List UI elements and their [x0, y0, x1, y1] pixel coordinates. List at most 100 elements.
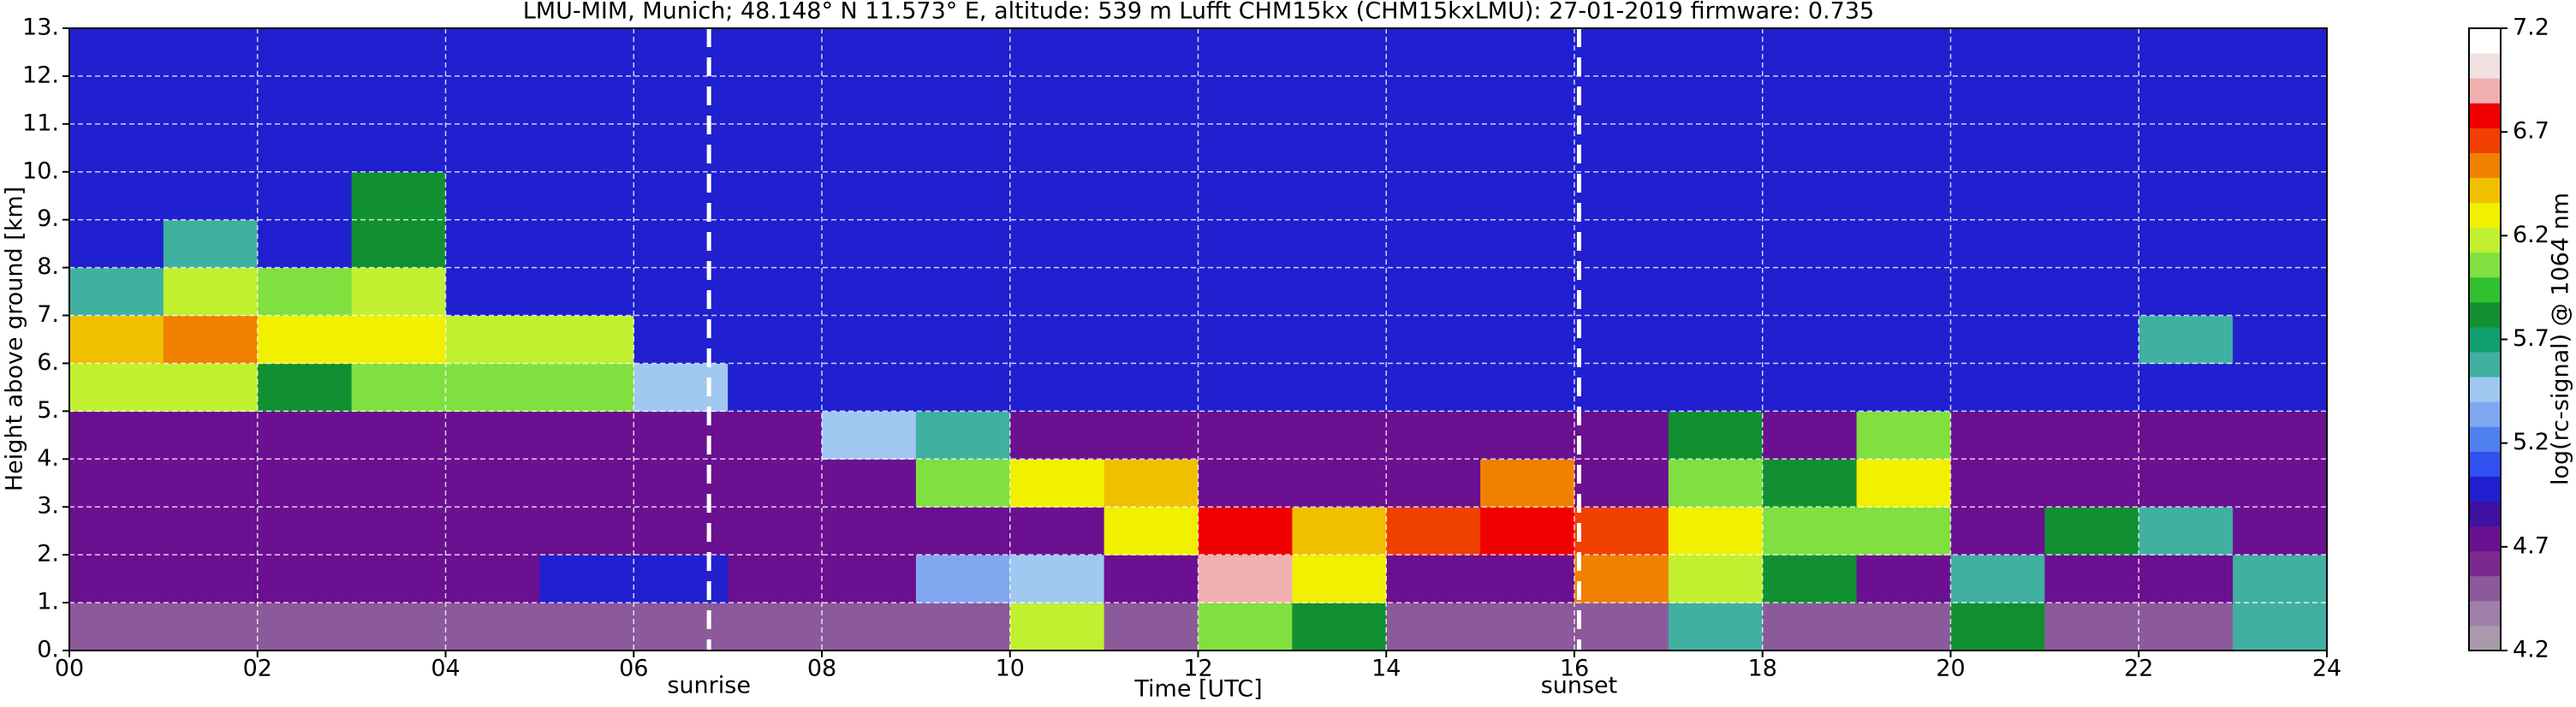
- heatmap-cell: [163, 555, 259, 603]
- heatmap-cell: [728, 28, 823, 77]
- heatmap-cell: [1198, 555, 1293, 603]
- heatmap-cell: [1574, 219, 1669, 269]
- heatmap-cell: [1198, 459, 1293, 508]
- heatmap-cell: [1104, 219, 1199, 269]
- heatmap-cell: [1480, 219, 1575, 269]
- colorbar-segment: [2469, 526, 2501, 552]
- heatmap-cell: [163, 507, 259, 556]
- heatmap-cell: [2044, 459, 2139, 508]
- y-tick-label: 9.: [37, 205, 59, 232]
- heatmap-cell: [351, 123, 446, 173]
- heatmap-cell: [915, 603, 1011, 651]
- y-tick-label: 5.: [37, 397, 59, 424]
- heatmap-cell: [2044, 75, 2139, 125]
- heatmap-cell: [539, 555, 634, 603]
- heatmap-cell: [1762, 507, 1858, 556]
- heatmap-cell: [257, 603, 353, 651]
- heatmap-cell: [69, 28, 164, 77]
- heatmap-cell: [1574, 459, 1669, 508]
- heatmap-cell: [1574, 603, 1669, 651]
- colorbar-segment: [2469, 227, 2501, 253]
- colorbar-label: log(rc-signal) @ 1064 nm: [2548, 193, 2574, 485]
- heatmap-cell: [1480, 315, 1575, 364]
- heatmap-cell: [822, 363, 917, 412]
- colorbar-segment: [2469, 352, 2501, 377]
- heatmap-cell: [1574, 28, 1669, 77]
- heatmap-cell: [539, 171, 634, 221]
- heatmap-cell: [1668, 507, 1764, 556]
- heatmap-cell: [1198, 411, 1293, 460]
- heatmap-cell: [445, 555, 540, 603]
- heatmap-cell: [1104, 363, 1199, 412]
- heatmap-cell: [1762, 75, 1858, 125]
- x-tick-label: 22: [2124, 656, 2153, 682]
- heatmap-cell: [1198, 507, 1293, 556]
- heatmap-cell: [2139, 315, 2234, 364]
- heatmap-cell: [2233, 123, 2328, 173]
- heatmap-cell: [1856, 28, 1951, 77]
- heatmap-cell: [728, 603, 823, 651]
- heatmap-cell: [822, 267, 917, 317]
- heatmap-cell: [1574, 315, 1669, 364]
- heatmap-cell: [1762, 411, 1858, 460]
- heatmap-cell: [1292, 411, 1387, 460]
- heatmap-cell: [1950, 411, 2045, 460]
- heatmap-cell: [1104, 507, 1199, 556]
- heatmap-cell: [1574, 507, 1669, 556]
- heatmap-cell: [2139, 603, 2234, 651]
- heatmap-cell: [69, 555, 164, 603]
- heatmap-cell: [915, 555, 1011, 603]
- colorbar-segment: [2469, 451, 2501, 477]
- x-tick-label: 24: [2312, 656, 2341, 682]
- y-tick-label: 2.: [37, 541, 59, 567]
- annotation-label: sunset: [1541, 673, 1618, 699]
- heatmap-cell: [822, 315, 917, 364]
- heatmap-cell: [1009, 123, 1105, 173]
- heatmap-cell: [728, 507, 823, 556]
- heatmap-cell: [257, 507, 353, 556]
- heatmap-cell: [728, 171, 823, 221]
- heatmap-cell: [69, 219, 164, 269]
- plot-frame: [68, 27, 2328, 651]
- colorbar-segment: [2469, 28, 2501, 54]
- heatmap-cell: [1668, 267, 1764, 317]
- heatmap-cell: [728, 267, 823, 317]
- colorbar-segment: [2469, 377, 2501, 402]
- y-tick-label: 11.: [22, 110, 59, 136]
- annotation-label: sunrise: [667, 673, 751, 699]
- heatmap-cell: [1386, 459, 1481, 508]
- heatmap-cell: [728, 411, 823, 460]
- heatmap-cell: [1198, 363, 1293, 412]
- colorbar-segment: [2469, 53, 2501, 79]
- y-tick-label: 7.: [37, 301, 59, 328]
- heatmap-cell: [1386, 219, 1481, 269]
- colorbar-segment: [2469, 152, 2501, 178]
- heatmap-cell: [1386, 411, 1481, 460]
- heatmap-cell: [1480, 171, 1575, 221]
- heatmap-cell: [915, 123, 1011, 173]
- heatmap-cell: [728, 75, 823, 125]
- colorbar-tick-label: 4.7: [2513, 532, 2549, 559]
- heatmap-cell: [163, 123, 259, 173]
- heatmap-cell: [539, 219, 634, 269]
- heatmap-cell: [163, 411, 259, 460]
- colorbar-segment: [2469, 625, 2501, 651]
- heatmap-cell: [915, 507, 1011, 556]
- heatmap-cell: [634, 219, 729, 269]
- heatmap-cell: [1668, 411, 1764, 460]
- heatmap-cell: [69, 507, 164, 556]
- heatmap-cell: [1198, 315, 1293, 364]
- heatmap-cell: [1292, 28, 1387, 77]
- heatmap-cell: [351, 267, 446, 317]
- heatmap-cell: [539, 267, 634, 317]
- heatmap-cell: [69, 315, 164, 364]
- heatmap-cell: [822, 411, 917, 460]
- heatmap-cell: [1386, 28, 1481, 77]
- x-tick-label: 00: [55, 656, 84, 682]
- heatmap-cell: [1292, 267, 1387, 317]
- heatmap-cell: [1668, 555, 1764, 603]
- heatmap-cell: [257, 28, 353, 77]
- heatmap-cell: [69, 267, 164, 317]
- heatmap-cell: [2139, 123, 2234, 173]
